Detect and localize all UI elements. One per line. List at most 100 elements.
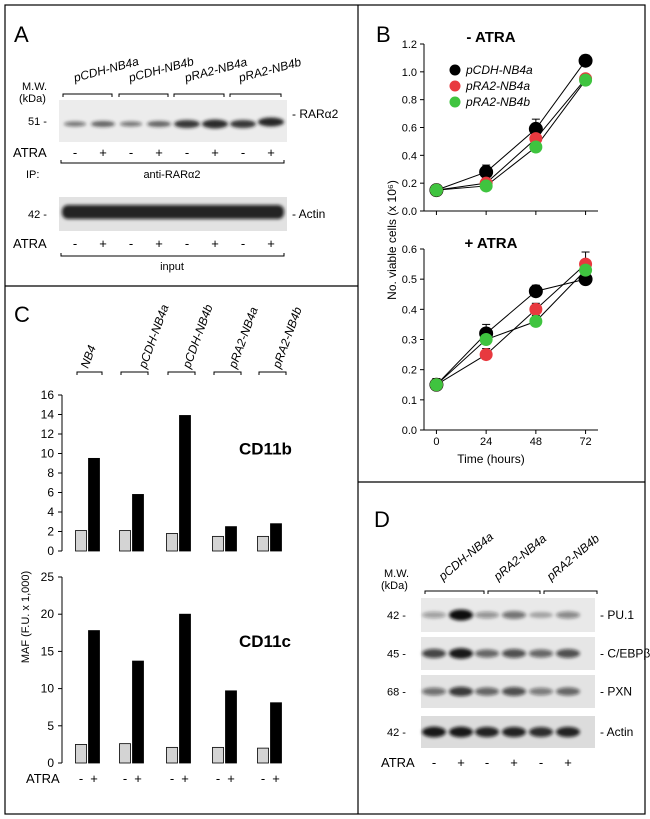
blot-band	[449, 726, 473, 738]
treatment-mark: -	[185, 236, 189, 251]
treatment-mark: +	[99, 236, 107, 251]
bar-plus-atra	[88, 457, 100, 552]
data-point	[528, 284, 543, 299]
y-tick-label: 20	[41, 607, 55, 621]
y-tick-label: 0	[47, 544, 54, 558]
panel-a: A M.W. (kDa) pCDH-NB4a pCDH-NB4b pRA2-NB…	[13, 22, 339, 273]
blot-band	[502, 687, 526, 696]
panel-b-letter: B	[376, 22, 391, 47]
data-point	[479, 179, 493, 193]
treatment-mark: -	[170, 771, 174, 786]
bar-plus-atra	[225, 526, 237, 552]
data-point	[529, 140, 543, 154]
chart-title: - ATRA	[466, 29, 515, 46]
series-line	[436, 278, 586, 386]
chart-title: + ATRA	[465, 235, 518, 252]
panel-c: C NB4 pCDH-NB4a pCDH-NB4b pRA2-NB4a pRA2…	[14, 302, 305, 786]
treatment-mark: +	[267, 236, 275, 251]
y-tick-label: 0.5	[402, 274, 417, 286]
blot-band	[529, 649, 553, 658]
blot-band	[556, 726, 580, 738]
data-point	[429, 378, 443, 392]
data-point	[479, 165, 494, 180]
treatment-mark: -	[216, 771, 220, 786]
treatment-mark: +	[134, 771, 142, 786]
y-tick-label: 25	[41, 570, 55, 584]
blot-bands	[422, 726, 580, 738]
y-tick-label: 2	[47, 525, 54, 539]
y-tick-label: 0.0	[402, 206, 417, 218]
treatment-mark: +	[457, 755, 465, 770]
legend-label: pRA2-NB4a	[465, 79, 530, 93]
panel-c-group-label: NB4	[78, 343, 99, 370]
bar-minus-atra	[257, 747, 269, 764]
treatment-mark: +	[272, 771, 280, 786]
panel-a-band-bottom: - Actin	[292, 207, 325, 221]
panel-a-mw-label: M.W.	[22, 81, 47, 93]
x-tick-label: 24	[480, 436, 492, 448]
blot-label: - C/EBPβ	[600, 647, 650, 661]
bar-minus-atra	[75, 530, 87, 552]
y-tick-label: 0.3	[402, 335, 417, 347]
treatment-mark: +	[267, 145, 275, 160]
y-tick-label: 14	[41, 408, 55, 422]
panel-b-y-label: No. viable cells (x 10⁶)	[385, 180, 399, 300]
chart-title: CD11c	[239, 632, 291, 651]
panel-b-x-label: Time (hours)	[457, 452, 525, 466]
legend-label: pCDH-NB4a	[465, 63, 533, 77]
blot-bands	[422, 686, 580, 697]
panel-a-letter: A	[14, 22, 29, 47]
y-tick-label: 0.4	[402, 304, 417, 316]
data-point	[578, 53, 593, 68]
bar-plus-atra	[132, 494, 144, 552]
data-point	[479, 333, 493, 346]
panel-a-ip-label: IP:	[26, 169, 39, 181]
blot-band	[556, 687, 580, 696]
legend-marker	[449, 80, 461, 92]
treatment-mark: -	[261, 771, 265, 786]
panel-c-group-labels: NB4 pCDH-NB4a pCDH-NB4b pRA2-NB4a pRA2-N…	[78, 302, 305, 371]
bar-plus-atra	[179, 415, 191, 552]
bar-minus-atra	[166, 533, 178, 552]
bar-plus-atra	[270, 523, 282, 552]
panel-c-letter: C	[14, 302, 30, 327]
treatment-mark: +	[211, 236, 219, 251]
blot-band	[449, 686, 473, 697]
data-point	[529, 302, 543, 316]
treatment-mark: -	[539, 755, 543, 770]
treatment-mark: +	[211, 145, 219, 160]
y-tick-label: 0	[47, 756, 54, 770]
panel-d-treatment-row: - + - + - +	[432, 755, 572, 770]
y-tick-label: 1.0	[402, 67, 417, 79]
y-tick-label: 6	[47, 486, 54, 500]
bar-minus-atra	[257, 535, 269, 552]
panel-d-atra-label: ATRA	[381, 755, 415, 770]
blot-band	[475, 687, 499, 696]
panel-a-treatment-row-top: - + - + - + - +	[73, 145, 275, 160]
blot-band	[529, 727, 553, 737]
y-tick-label: 10	[41, 447, 55, 461]
series-line	[436, 60, 586, 191]
series-line	[436, 269, 586, 386]
panel-c-y-label: MAF (F.U. x 1,000)	[20, 571, 32, 663]
panel-borders	[4, 4, 646, 815]
treatment-mark: -	[73, 236, 77, 251]
blot-bands	[422, 609, 580, 621]
blot-band	[502, 649, 526, 658]
panel-a-input-label: input	[160, 261, 184, 273]
panel-a-treatment-row-bottom: - + - + - + - +	[73, 236, 275, 251]
treatment-mark: +	[99, 145, 107, 160]
data-point	[529, 314, 543, 328]
bar-minus-atra	[75, 744, 87, 764]
legend-marker	[449, 64, 461, 76]
panel-d-kda-label: (kDa)	[381, 580, 408, 592]
y-tick-label: 12	[41, 427, 55, 441]
blot-band	[556, 611, 580, 619]
bar-plus-atra	[179, 613, 191, 764]
blot-band	[502, 611, 526, 619]
treatment-mark: +	[155, 236, 163, 251]
treatment-mark: +	[181, 771, 189, 786]
treatment-mark: -	[241, 145, 245, 160]
y-tick-label: 15	[41, 644, 55, 658]
treatment-mark: -	[73, 145, 77, 160]
